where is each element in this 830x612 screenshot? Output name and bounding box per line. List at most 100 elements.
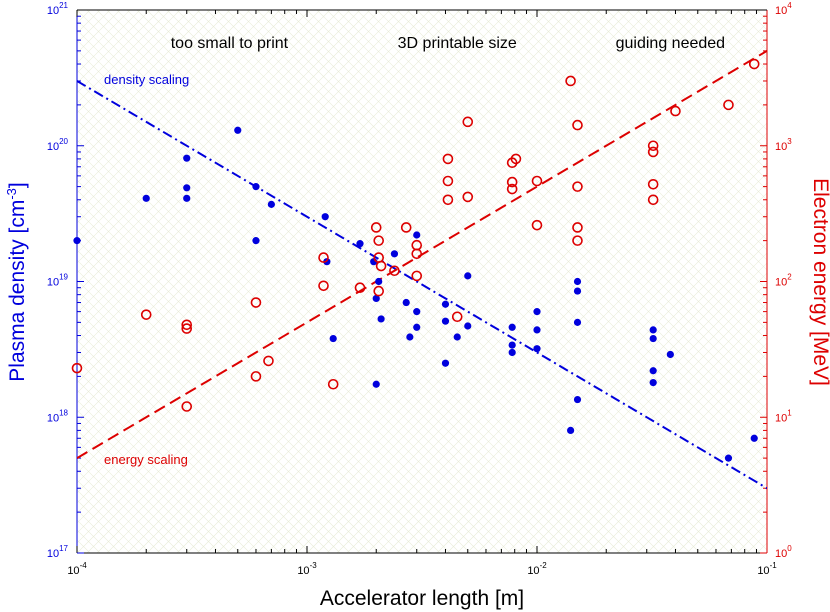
hatch-line [316, 10, 767, 461]
density-point [406, 333, 414, 341]
hatch-line [606, 10, 767, 171]
hatch-line [77, 239, 391, 553]
energy-point [71, 362, 83, 374]
hatch-line [506, 10, 767, 271]
hatch-line [636, 10, 767, 141]
energy-point [373, 235, 385, 246]
hatch-line [77, 79, 551, 553]
energy-scaling-label: energy scaling [104, 452, 188, 467]
hatch-line [666, 10, 767, 111]
hatch-line [146, 10, 691, 553]
density-points [73, 126, 758, 462]
y-right-tick-label: 102 [775, 273, 792, 289]
hatch-line [77, 359, 271, 553]
hatch-line [546, 332, 767, 553]
hatch-line [77, 10, 281, 214]
hatch-line [156, 10, 701, 553]
x-tick-label: 10-1 [757, 561, 777, 577]
hatch-line [536, 322, 767, 553]
y-left-tick-label: 1021 [47, 1, 69, 17]
hatch-line [77, 189, 441, 553]
y-right-tick-label: 104 [775, 1, 792, 17]
hatch-line [77, 10, 171, 104]
energy-point [411, 239, 423, 251]
energy-point [389, 265, 400, 277]
hatch-line [576, 10, 767, 201]
density-point [329, 334, 337, 343]
density-point [142, 194, 150, 202]
y-right-tick-label: 103 [775, 137, 792, 153]
energy-point [354, 282, 366, 294]
density-point [183, 194, 191, 202]
y-left-tick-label-exp: 21 [59, 1, 68, 10]
y-right-tick-label-base: 10 [775, 141, 787, 153]
energy-point [565, 75, 576, 87]
density-point [183, 154, 191, 162]
hatch-line [496, 282, 767, 553]
energy-point [140, 309, 152, 320]
hatch-line [77, 209, 421, 553]
density-point [252, 237, 260, 245]
hatch-line [77, 429, 201, 553]
hatch-line [446, 10, 767, 331]
hatch-line [77, 29, 601, 553]
hatch-line [426, 10, 767, 351]
energy-point [462, 116, 474, 128]
axis-ticks [76, 10, 767, 554]
density-point [533, 308, 541, 316]
hatch-line [656, 442, 767, 553]
energy-point [531, 219, 543, 231]
density-point [750, 434, 758, 442]
density-point [573, 287, 582, 295]
hatch-line [77, 339, 291, 553]
hatch-line [206, 10, 751, 553]
x-tick-label: 10-2 [527, 561, 547, 577]
hatch-line [436, 222, 767, 553]
y-right-tick-label: 101 [775, 408, 792, 424]
y-right-tick-label-exp: 0 [787, 544, 792, 553]
hatch-line [216, 10, 761, 553]
density-point [252, 183, 260, 191]
y-axis-left-title-end: ] [6, 182, 29, 188]
density-point [508, 323, 516, 331]
density-point [453, 333, 461, 341]
hatch-line [77, 10, 321, 254]
hatch-line [116, 10, 661, 553]
hatch-line [536, 10, 767, 241]
hatch-line [77, 399, 231, 553]
density-point [573, 318, 582, 326]
hatch-line [356, 10, 767, 421]
energy-point [572, 222, 583, 233]
hatch-line [336, 122, 767, 553]
hatch-line [77, 10, 451, 384]
hatch-line [77, 389, 241, 553]
hatch-line [636, 422, 767, 553]
hatch-line [77, 259, 371, 553]
hatch-line [77, 10, 221, 154]
x-tick-label-exp: -1 [770, 561, 778, 570]
hatch-line [77, 10, 201, 134]
hatch-line [526, 10, 767, 251]
hatch-line [77, 249, 381, 553]
hatch-line [646, 10, 767, 131]
energy-point [647, 146, 659, 158]
y-axis-left-title: Plasma density [cm-3] [4, 182, 29, 381]
hatch-line [276, 10, 767, 501]
hatch-line [77, 10, 181, 114]
hatch-line [606, 392, 767, 553]
hatch-line [77, 449, 181, 553]
y-right-tick-label-base: 10 [775, 277, 787, 289]
energy-point [411, 270, 423, 282]
hatch-line [396, 10, 767, 381]
hatch-line [246, 10, 767, 531]
hatch-line [77, 89, 541, 553]
hatch-line [77, 10, 261, 194]
hatch-line [316, 102, 767, 553]
energy-point [647, 194, 659, 206]
energy-point [462, 191, 474, 203]
x-tick-label-exp: -4 [80, 561, 88, 570]
energy-point [748, 58, 760, 70]
density-point [533, 326, 541, 334]
x-tick-label-base: 10 [297, 565, 309, 577]
x-tick-label: 10-3 [297, 561, 317, 577]
